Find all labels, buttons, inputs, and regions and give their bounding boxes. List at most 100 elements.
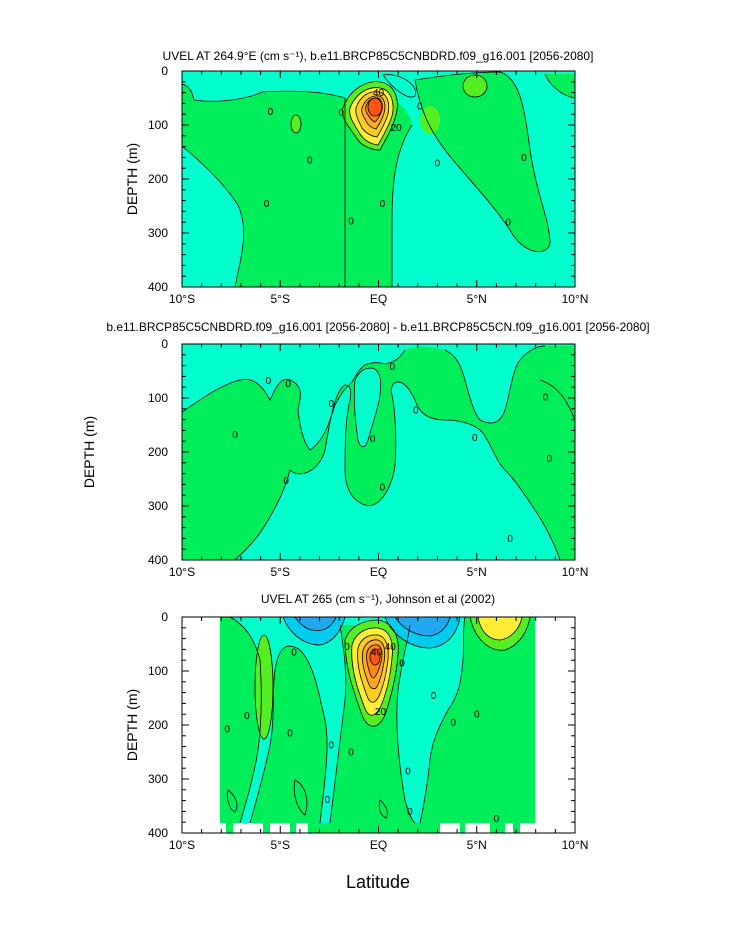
contour-label: 0: [389, 362, 395, 373]
contour-label: 0: [338, 108, 344, 119]
contour-label: 0: [474, 710, 480, 721]
panel-3-lime-west: [255, 635, 273, 739]
x-tick-label: 5°S: [271, 565, 290, 579]
contour-label: 0: [307, 156, 313, 167]
panel-1-contour-labels: 40 20 0 0 0 0 0 0 0 0 0 0: [264, 88, 527, 229]
x-axis-label: Latitude: [346, 872, 410, 892]
panel-1-lime-blob-1: [291, 115, 301, 133]
y-tick-label: 100: [148, 664, 168, 678]
contour-label: 20: [391, 123, 403, 134]
contour-label: 0: [399, 658, 405, 669]
panel-3-bottom-patch-2: [263, 823, 270, 833]
panel-2-cyan-pocket: [354, 368, 381, 447]
contour-label: 40: [385, 642, 397, 653]
contour-label: 0: [413, 405, 419, 416]
contour-label: 0: [285, 379, 291, 390]
panel-1-title: UVEL AT 264.9°E (cm s⁻¹), b.e11.BRCP85C5…: [163, 49, 594, 63]
contour-label: 0: [348, 217, 354, 228]
y-tick-label: 100: [148, 118, 168, 132]
x-tick-label: EQ: [370, 292, 387, 306]
contour-label: 0: [507, 534, 513, 545]
contour-label: 0: [264, 199, 270, 210]
y-tick-label: 0: [161, 337, 168, 351]
contour-label: 0: [472, 433, 478, 444]
contour-label: 0: [450, 718, 456, 729]
contour-label: 0: [407, 807, 413, 818]
y-tick-label: 300: [148, 226, 168, 240]
contour-label: 0: [291, 648, 297, 659]
y-tick-label: 400: [148, 826, 168, 840]
panel-2-green-region: [182, 346, 575, 560]
y-tick-label: 200: [148, 172, 168, 186]
contour-label: 0: [505, 218, 511, 229]
y-tick-label: 200: [148, 718, 168, 732]
x-tick-label: EQ: [370, 838, 387, 852]
contour-label: 0: [431, 691, 437, 702]
contour-label: 0: [543, 392, 549, 403]
panel-1-green-far-east: [545, 74, 575, 98]
panel-3-bottom-patch-7: [513, 823, 520, 833]
contour-label: 0: [224, 724, 230, 735]
panel-2-y-axis-label: DEPTH (m): [81, 416, 97, 488]
contour-label: 0: [232, 430, 238, 441]
contour-label: 0: [329, 399, 335, 410]
y-tick-label: 0: [161, 610, 168, 624]
contour-label: 0: [344, 642, 350, 653]
x-tick-label: 10°S: [169, 838, 195, 852]
x-tick-label: 5°N: [467, 565, 487, 579]
panel-1-contour-plot: 40 20 0 0 0 0 0 0 0 0 0 0: [181, 71, 576, 288]
panel-3-bottom-patch-6: [490, 823, 505, 833]
y-tick-label: 300: [148, 772, 168, 786]
panel-3-blue-east: [395, 617, 450, 636]
panel-2-contour-lines: [181, 345, 576, 561]
contour-label: 0: [266, 376, 272, 387]
panel-3-jet-core: [370, 649, 380, 665]
y-tick-label: 300: [148, 499, 168, 513]
contour-label: 40: [371, 648, 383, 659]
contour-label: 0: [494, 814, 500, 825]
panel-1-y-axis-label: DEPTH (m): [124, 143, 140, 215]
y-tick-label: 0: [161, 64, 168, 78]
contour-label: 0: [287, 729, 293, 740]
panel-2-contour-labels: 0 0 0 0 0 0 0 0 0 0 0 0 0: [232, 362, 552, 545]
x-tick-label: 10°N: [562, 838, 589, 852]
panel-3-bottom-patch-4: [308, 823, 440, 833]
x-tick-label: 10°N: [562, 565, 589, 579]
panel-3-y-axis-label: DEPTH (m): [124, 689, 140, 761]
contour-label: 0: [547, 454, 553, 465]
x-tick-label: 10°S: [169, 565, 195, 579]
x-tick-label: 5°S: [271, 838, 290, 852]
y-tick-label: 100: [148, 391, 168, 405]
panel-3-green-west-2: [250, 646, 328, 823]
panel-3-contour-lines: [227, 616, 531, 824]
panel-1-contour-lines: [181, 71, 576, 288]
x-tick-label: 10°N: [562, 292, 589, 306]
contour-label: 20: [375, 707, 387, 718]
panel-2-contour-plot: 0 0 0 0 0 0 0 0 0 0 0 0 0: [181, 344, 576, 561]
contour-label: 0: [370, 434, 376, 445]
contour-label: 0: [325, 795, 331, 806]
panel-2-title: b.e11.BRCP85C5CNBDRD.f09_g16.001 [2056-2…: [106, 320, 649, 334]
panel-3: UVEL AT 265 (cm s⁻¹), Johnson et al (200…: [124, 592, 588, 892]
panel-3-bottom-patch-5: [460, 823, 465, 833]
panel-3-title: UVEL AT 265 (cm s⁻¹), Johnson et al (200…: [261, 592, 495, 606]
contour-label: 0: [380, 199, 386, 210]
panel-3-bottom-patch-3: [290, 823, 296, 833]
panel-1-lime-blob-3: [420, 106, 440, 134]
x-tick-label: 5°S: [271, 292, 290, 306]
contour-label: 0: [435, 158, 441, 169]
contour-label: 0: [405, 766, 411, 777]
contour-label: 0: [348, 748, 354, 759]
x-tick-label: 10°S: [169, 292, 195, 306]
panel-1-green-east: [415, 72, 551, 252]
panel-2-axes: 10°S 5°S EQ 5°N 10°N 0 100 200 300 400: [148, 337, 588, 579]
x-tick-label: 5°N: [467, 838, 487, 852]
y-tick-label: 200: [148, 445, 168, 459]
contour-label: 0: [283, 476, 289, 487]
panel-1-jet-core: [368, 98, 382, 116]
y-tick-label: 400: [148, 553, 168, 567]
